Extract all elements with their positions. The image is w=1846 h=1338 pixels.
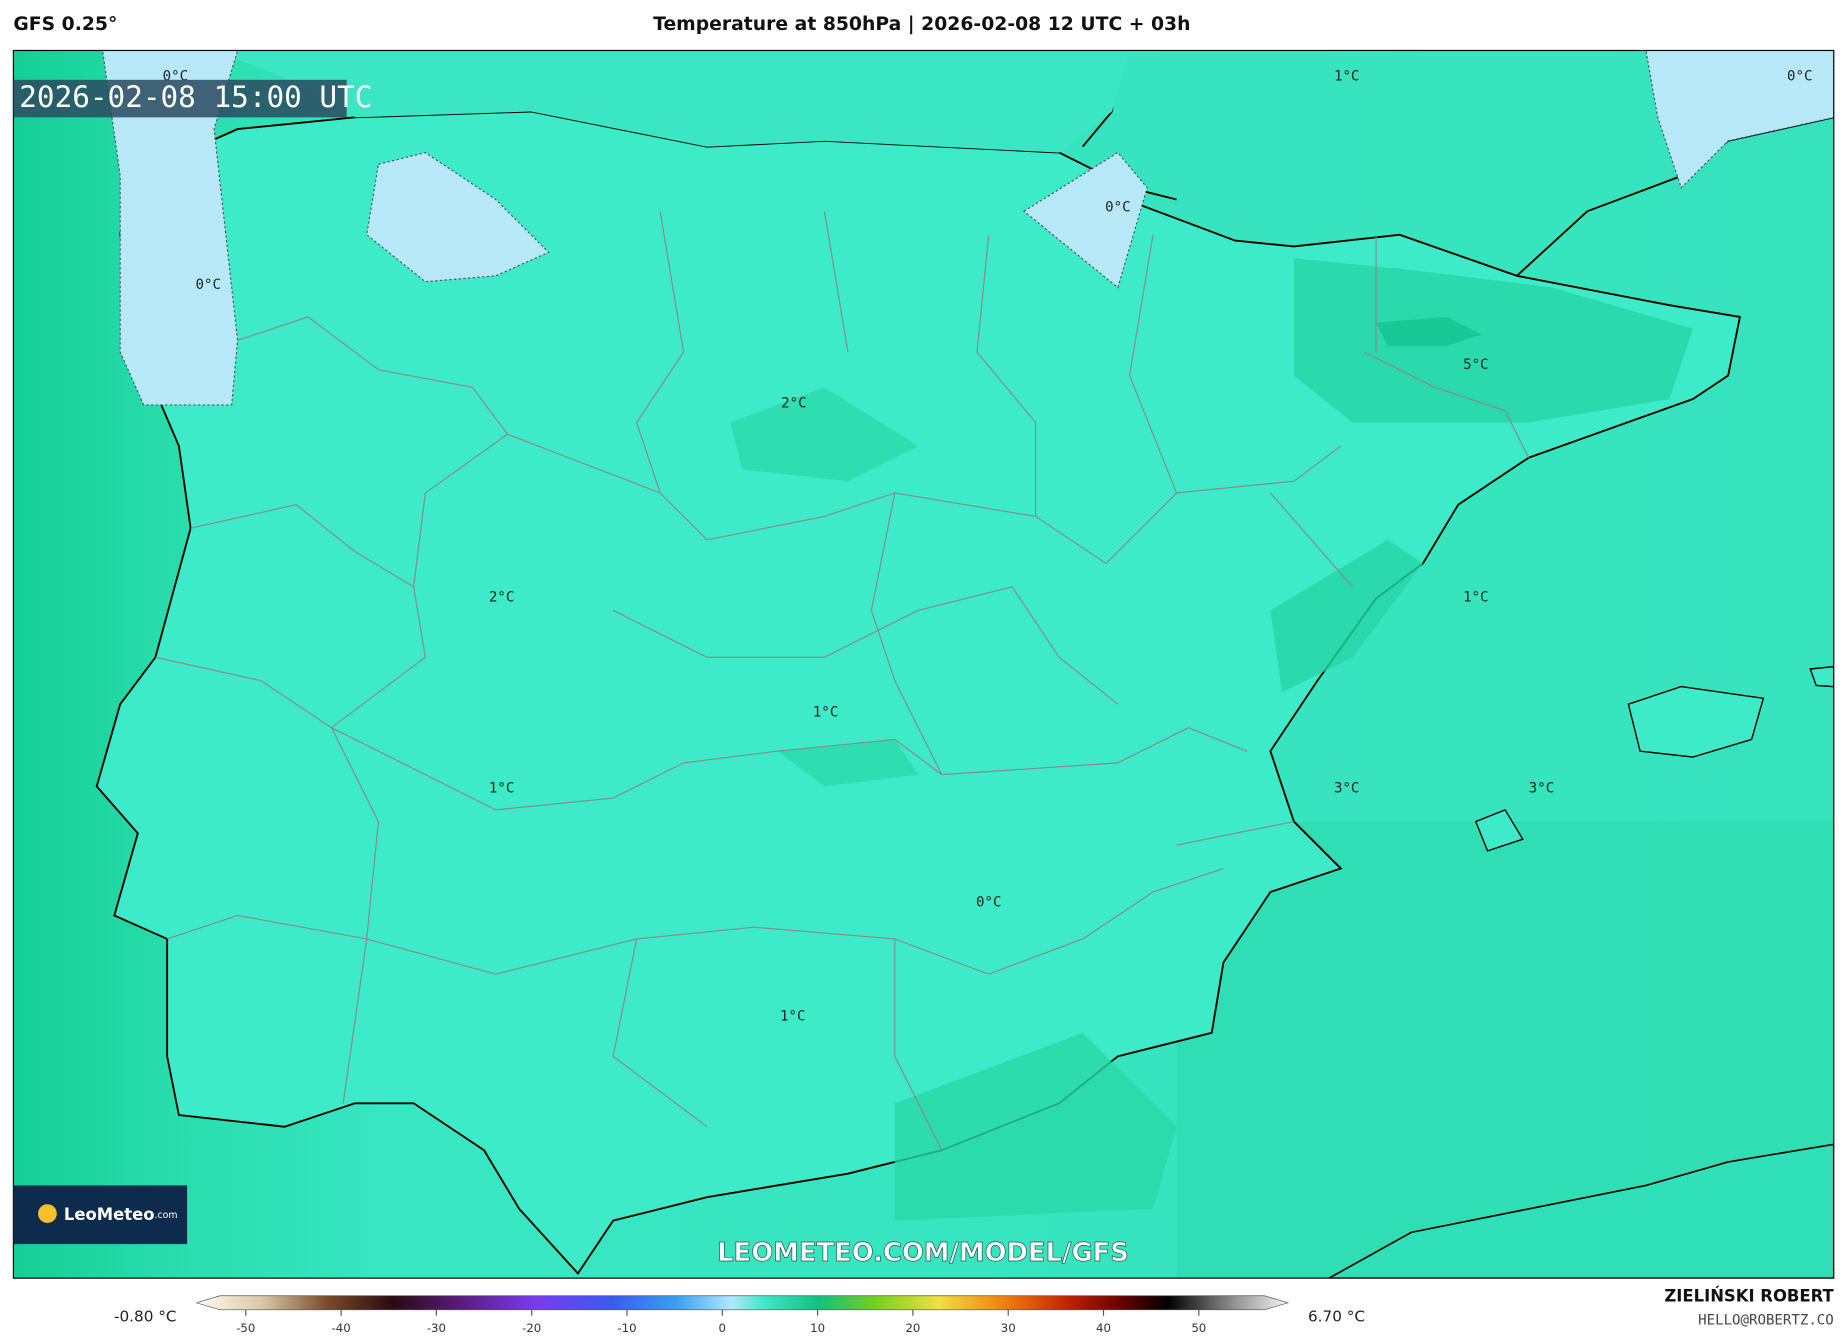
contour-label: 1°C <box>780 1008 805 1024</box>
timestamp: 2026-02-08 15:00 UTC <box>19 80 372 114</box>
map-title: Temperature at 850hPa | 2026-02-08 12 UT… <box>653 14 1190 35</box>
contour-label: 3°C <box>1529 781 1554 797</box>
colorbar-tick-label: 10 <box>810 1321 825 1335</box>
colorbar-tick-label: -40 <box>332 1321 351 1335</box>
colorbar-tick-label: -50 <box>236 1321 255 1335</box>
colorbar-tick-label: -30 <box>427 1321 446 1335</box>
contour-label: 1°C <box>1334 68 1359 84</box>
contour-label: 1°C <box>1463 589 1488 605</box>
logo-sun <box>38 1204 57 1223</box>
contour-label: 5°C <box>1463 357 1488 373</box>
email: HELLO@ROBERTZ.CO <box>1698 1312 1834 1328</box>
colorbar-tick-label: 30 <box>1001 1321 1016 1335</box>
colorbar-tick-label: 20 <box>905 1321 920 1335</box>
colorbar-ticks: -50 -40 -30 -20 -10 0 10 20 30 40 50 <box>236 1309 1206 1335</box>
timestamp-box <box>13 79 347 118</box>
watermark: LEOMETEO.COM/MODEL/GFS <box>717 1238 1129 1268</box>
colorbar-tick-label: 40 <box>1096 1321 1111 1335</box>
colorbar-min: -0.80 °C <box>114 1307 177 1325</box>
model-name: GFS 0.25° <box>13 14 117 35</box>
colorbar-tick-label: -10 <box>617 1321 636 1335</box>
contour-label: 0°C <box>1105 200 1130 216</box>
colorbar-max: 6.70 °C <box>1308 1307 1365 1325</box>
colorbar-tick-label: 0 <box>719 1321 726 1335</box>
contour-label: 1°C <box>489 781 514 797</box>
author: ZIELIŃSKI ROBERT <box>1664 1286 1834 1305</box>
contour-label: 0°C <box>976 895 1001 911</box>
contour-label: 1°C <box>813 704 838 720</box>
contour-label: 2°C <box>781 396 806 412</box>
colorbar <box>195 1295 1290 1311</box>
contour-labels: 0°C 0°C 0°C 0°C 1°C 1°C 1°C 1°C 1°C 2°C 2°C 5°C 3°C 3… <box>163 68 1813 1024</box>
contour-label: 0°C <box>1787 68 1812 84</box>
colorbar-tick-label: -20 <box>522 1321 541 1335</box>
colorbar-tick-label: 50 <box>1191 1321 1206 1335</box>
contour-label: 0°C <box>196 277 221 293</box>
map <box>13 50 1834 1279</box>
contour-label: 3°C <box>1334 781 1359 797</box>
logo-text: LeoMeteo.com <box>64 1204 178 1223</box>
contour-label: 2°C <box>489 589 514 605</box>
